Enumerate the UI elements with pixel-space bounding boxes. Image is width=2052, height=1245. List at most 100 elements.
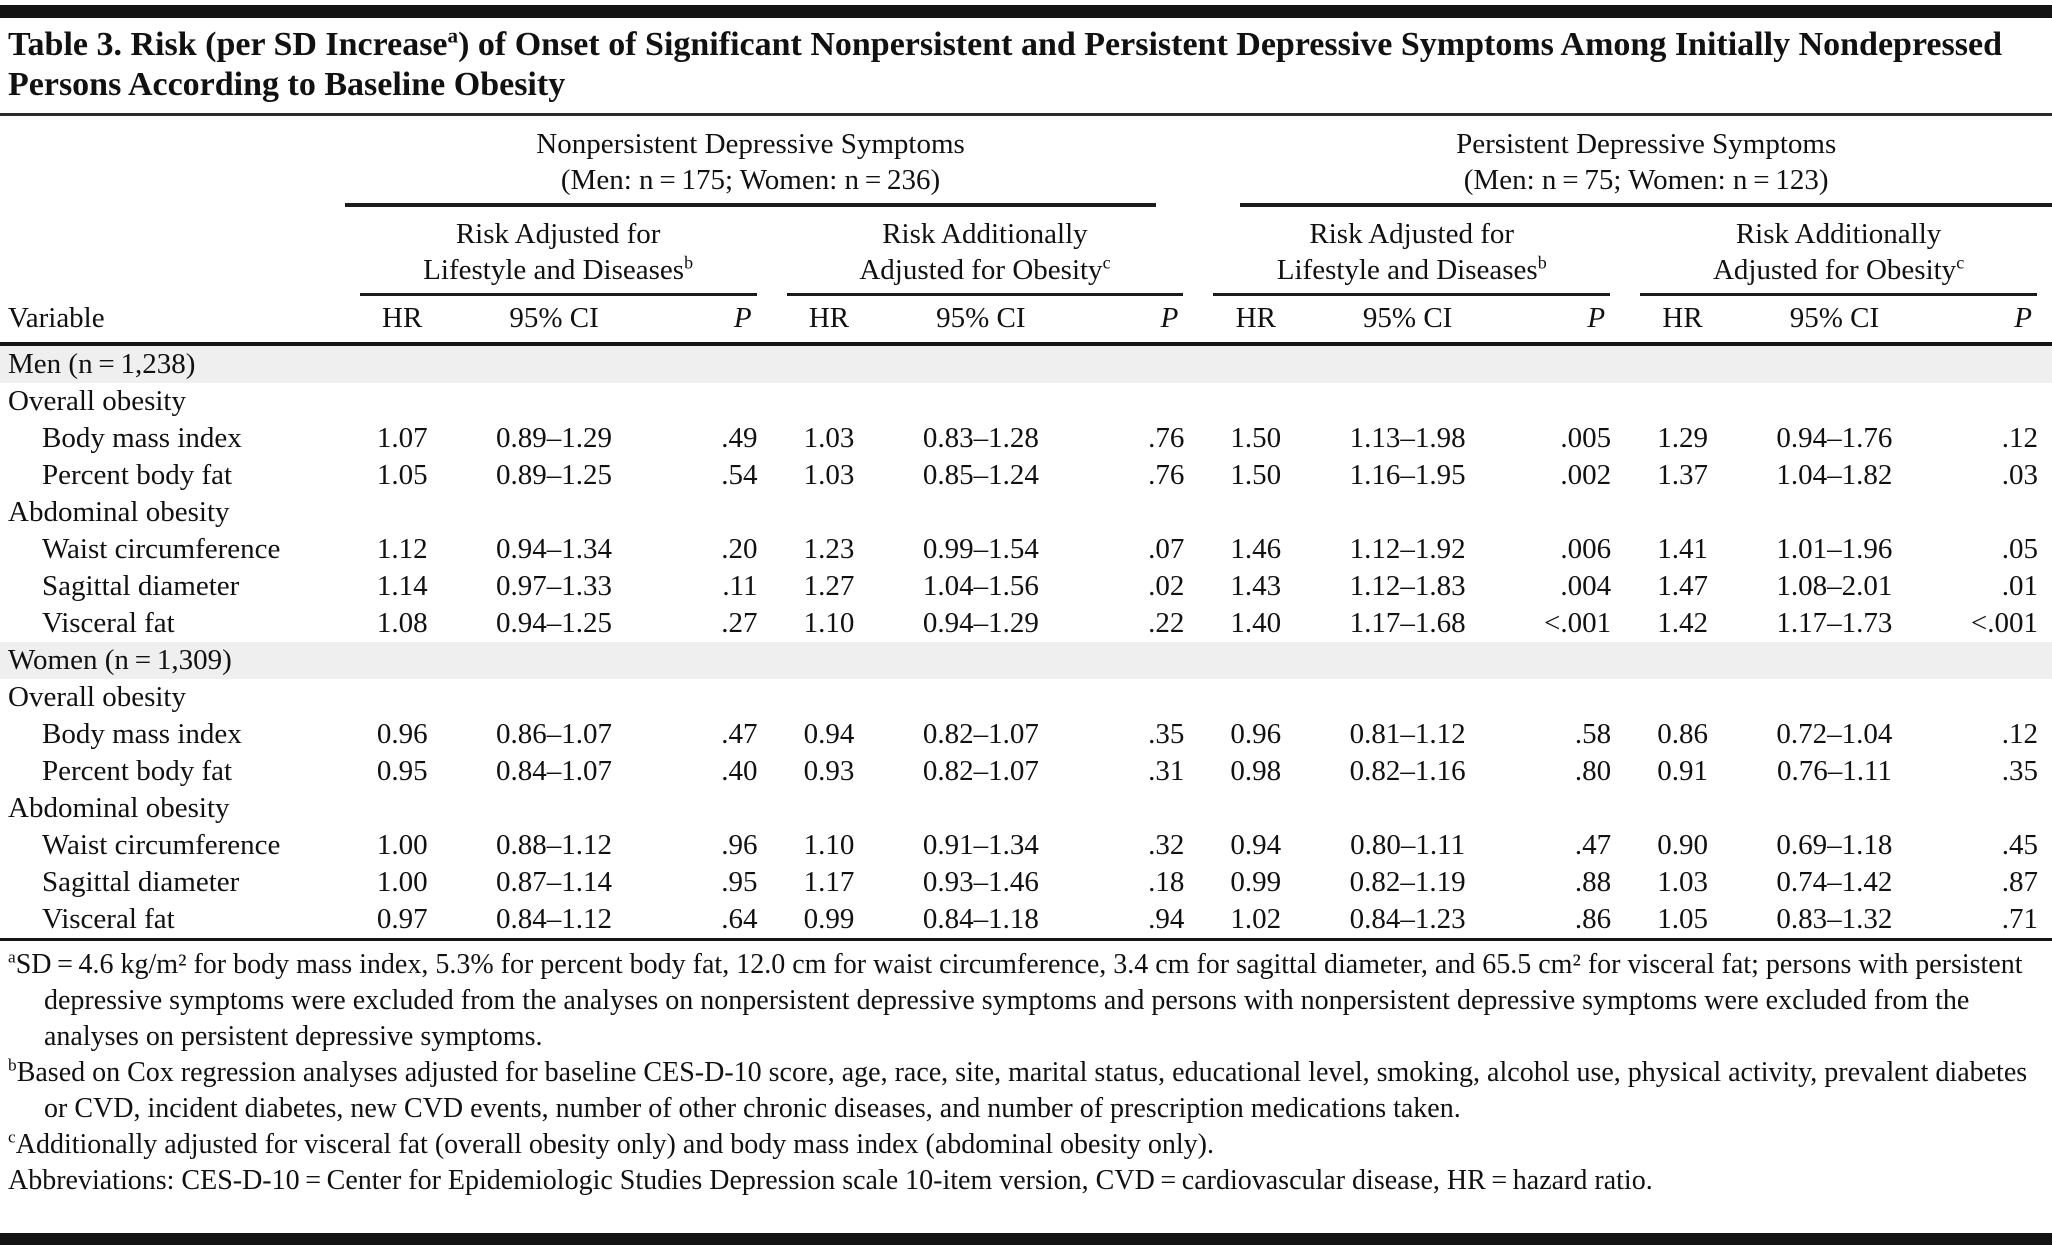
cell-hr-value: 1.03: [803, 422, 855, 454]
cell-hr-value: 0.91: [1657, 755, 1708, 787]
section-header-label: Abdominal obesity: [8, 792, 230, 824]
group-header-line1: Nonpersistent Depressive Symptoms: [536, 128, 965, 160]
cell-p-value: .002: [1560, 459, 1612, 491]
section-header-row: Overall obesity: [0, 679, 2052, 716]
cell-p-value: .86: [1502, 901, 1626, 941]
cell-ci-value: 0.82–1.19: [1349, 866, 1466, 898]
cell-hr-value: 0.96: [376, 718, 428, 750]
cell-ci-value: 0.86–1.07: [496, 718, 613, 750]
cell-ci-value: 0.84–1.23: [1313, 901, 1503, 941]
cell-hr-value: 1.40: [1230, 607, 1282, 639]
row-label: Waist circumference: [42, 533, 281, 565]
cell-hr-value: 0.99: [1230, 866, 1282, 898]
p-column-header: P: [648, 296, 772, 346]
table-row: Sagittal diameter 1.00 0.87–1.14 .95 1.17 0.9…: [0, 864, 2052, 901]
p-column-header: P: [1928, 296, 2052, 346]
footnotes-block: aSD = 4.6 kg/m² for body mass index, 5.3…: [0, 941, 2052, 1199]
cell-ci-value: 1.17–1.68: [1349, 607, 1466, 639]
abbreviations-line: Abbreviations: CES-D-10 = Center for Epi…: [8, 1165, 1653, 1196]
footnote-marker-b: b: [684, 252, 694, 273]
cell-hr-value: 1.07: [376, 422, 428, 454]
cell-p-value: .64: [648, 901, 772, 941]
cell-p-value: .40: [721, 755, 758, 787]
row-label: Percent body fat: [42, 459, 233, 491]
subgroup-header-row: Risk Adjusted for Lifestyle and Diseasesb…: [0, 207, 2052, 296]
footnote-text: Based on Cox regression analyses adjuste…: [16, 1057, 2028, 1124]
table-body: Men (n = 1,238) Overall obesity Body mass …: [0, 344, 2052, 941]
column-header-row: HR 95% CI P HR 95% CI P HR 95% CI P HR 9…: [0, 296, 2052, 346]
cell-p-value: .31: [1148, 755, 1185, 787]
cell-hr-value: 0.95: [376, 755, 428, 787]
cell-hr-value: 1.08: [376, 607, 428, 639]
cell-ci-value: 0.82–1.07: [922, 718, 1039, 750]
cell-hr-value: 1.50: [1230, 422, 1282, 454]
cell-ci-value: 1.12–1.92: [1349, 533, 1466, 565]
cell-p-value: .20: [721, 533, 758, 565]
cell-ci-value: 0.72–1.04: [1776, 718, 1893, 750]
cell-p-value: .71: [1928, 901, 2052, 941]
table-row: Body mass index 0.96 0.86–1.07 .47 0.94 0.82–…: [0, 716, 2052, 753]
cell-ci-value: 0.89–1.29: [496, 422, 613, 454]
cell-p-value: .76: [1148, 459, 1185, 491]
top-rule-bar: [0, 5, 2052, 18]
row-label: Body mass index: [42, 422, 242, 454]
cell-p-value: .03: [2001, 459, 2038, 491]
cell-ci-value: 0.84–1.12: [459, 901, 649, 941]
cell-p-value: .12: [2001, 718, 2038, 750]
section-header-row: Abdominal obesity: [0, 494, 2052, 531]
cell-ci-value: 0.84–1.07: [496, 755, 613, 787]
cell-hr-value: 1.12: [376, 533, 428, 565]
cell-hr-value: 0.93: [803, 755, 855, 787]
cell-p-value: .96: [721, 829, 758, 861]
cell-ci-value: 0.76–1.11: [1776, 755, 1892, 787]
cell-hr-value: 0.98: [1230, 755, 1282, 787]
cell-p-value: .45: [2001, 829, 2038, 861]
cell-hr-value: 1.47: [1657, 570, 1708, 602]
cell-ci-value: 0.80–1.11: [1350, 829, 1466, 861]
ci-column-header: 95% CI: [886, 296, 1076, 346]
row-label: Body mass index: [42, 718, 242, 750]
cell-ci-value: 1.04–1.82: [1776, 459, 1893, 491]
cell-p-value: .58: [1574, 718, 1612, 750]
row-label: Sagittal diameter: [42, 570, 240, 602]
footnote-marker: b: [8, 1055, 17, 1075]
cell-ci-value: 0.82–1.16: [1349, 755, 1466, 787]
table-row: Percent body fat 0.95 0.84–1.07 .40 0.93 0.82…: [0, 753, 2052, 790]
subgroup-header-additional-2: Risk Additionally Adjusted for Obesityc: [1625, 207, 2052, 296]
cell-p-value: .02: [1148, 570, 1185, 602]
cell-hr-value: 0.94: [1230, 829, 1282, 861]
cell-p-value: .12: [2001, 422, 2038, 454]
cell-p-value: <.001: [1970, 607, 2038, 639]
cell-ci-value: 0.89–1.25: [496, 459, 613, 491]
cell-p-value: .94: [1075, 901, 1199, 941]
row-label: Percent body fat: [42, 755, 233, 787]
cell-p-value: .35: [2001, 755, 2038, 787]
section-header-row: Overall obesity: [0, 383, 2052, 420]
cell-hr-value: 0.99: [771, 901, 887, 941]
cell-p-value: .18: [1148, 866, 1185, 898]
cell-hr-value: 1.29: [1657, 422, 1708, 454]
p-column-header: P: [1075, 296, 1199, 346]
variable-column-header: Variable: [0, 116, 345, 346]
cell-p-value: .76: [1148, 422, 1185, 454]
cell-ci-value: 1.13–1.98: [1349, 422, 1466, 454]
cell-hr-value: 1.23: [803, 533, 855, 565]
cell-ci-value: 1.08–2.01: [1776, 570, 1893, 602]
cell-hr-value: 1.37: [1657, 459, 1708, 491]
cell-ci-value: 0.83–1.32: [1740, 901, 1929, 941]
title-suffix: ) of Onset of Significant Nonpersistent …: [8, 26, 2002, 103]
cell-ci-value: 1.17–1.73: [1776, 607, 1893, 639]
subgroup-header-adjusted-1: Risk Adjusted for Lifestyle and Diseasesb: [345, 207, 772, 296]
cell-hr-value: 0.97: [344, 901, 460, 941]
subgroup-header-additional-1: Risk Additionally Adjusted for Obesityc: [772, 207, 1199, 296]
cell-ci-value: 0.69–1.18: [1776, 829, 1893, 861]
group-header-line2: (Men: n = 175; Women: n = 236): [560, 164, 941, 196]
group-header-line2: (Men: n = 75; Women: n = 123): [1463, 164, 1829, 196]
table-header: Variable Nonpersistent Depressive Sympto…: [0, 116, 2052, 346]
row-label: Waist circumference: [42, 829, 281, 861]
table-row: Percent body fat 1.05 0.89–1.25 .54 1.03 0.85…: [0, 457, 2052, 494]
row-label: Sagittal diameter: [42, 866, 240, 898]
footnote: cAdditionally adjusted for visceral fat …: [8, 1127, 2038, 1163]
cell-hr-value: 1.46: [1230, 533, 1282, 565]
footnote-marker: c: [8, 1127, 16, 1147]
